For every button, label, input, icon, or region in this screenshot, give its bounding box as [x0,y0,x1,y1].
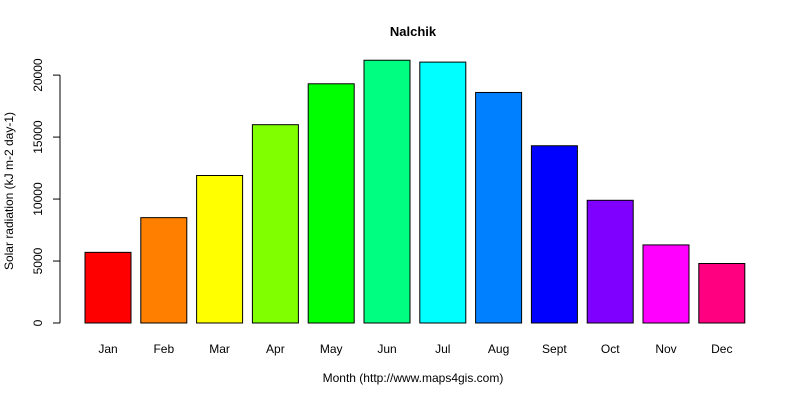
x-tick-label: Aug [488,342,509,356]
bar-mar [196,175,244,324]
x-tick-label: Feb [153,342,174,356]
x-tick-label: Oct [601,342,620,356]
bar-apr [251,124,299,324]
y-axis: 0 5000 10000 15000 20000 [31,58,61,326]
x-tick-label: Dec [711,342,732,356]
x-axis-label: Month (http://www.maps4gis.com) [323,371,504,385]
y-axis-label: Solar radiation (kJ m-2 day-1) [2,112,16,270]
bar-sept [530,145,578,324]
y-tick-label: 20000 [31,58,45,92]
bar-may [307,83,355,324]
x-tick-label: Jun [377,342,396,356]
x-tick-labels: Jan Feb Mar Apr May Jun Jul Aug Sept Oct Nov Dec [98,342,732,356]
chart-title: Nalchik [390,24,437,39]
x-tick-label: Apr [266,342,285,356]
x-tick-label: Mar [209,342,230,356]
x-tick-label: May [320,342,343,356]
bar-dec [698,263,746,324]
y-tick-label: 0 [31,319,45,326]
y-tick-label: 5000 [31,247,45,274]
x-tick-label: Jan [98,342,117,356]
bar-feb [140,217,188,324]
y-tick-label: 10000 [31,182,45,216]
bar-jan [84,251,132,324]
bar-nov [642,244,690,324]
bar-aug [475,91,523,324]
bars-group [84,59,746,324]
x-tick-label: Jul [435,342,450,356]
x-tick-label: Sept [542,342,567,356]
x-tick-label: Nov [655,342,676,356]
y-tick-label: 15000 [31,120,45,154]
bar-oct [586,199,634,324]
bar-jun [363,59,411,324]
bar-jul [419,61,467,324]
